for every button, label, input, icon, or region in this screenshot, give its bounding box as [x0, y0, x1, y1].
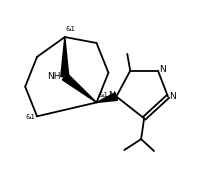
Text: &1: &1 [25, 114, 35, 120]
Polygon shape [61, 37, 68, 77]
Text: N: N [159, 65, 165, 74]
Polygon shape [62, 74, 96, 102]
Text: N: N [169, 92, 175, 101]
Text: N: N [107, 91, 114, 100]
Text: &1: &1 [65, 26, 75, 32]
Polygon shape [96, 93, 117, 102]
Text: NH: NH [47, 72, 60, 81]
Text: &1: &1 [98, 91, 108, 98]
